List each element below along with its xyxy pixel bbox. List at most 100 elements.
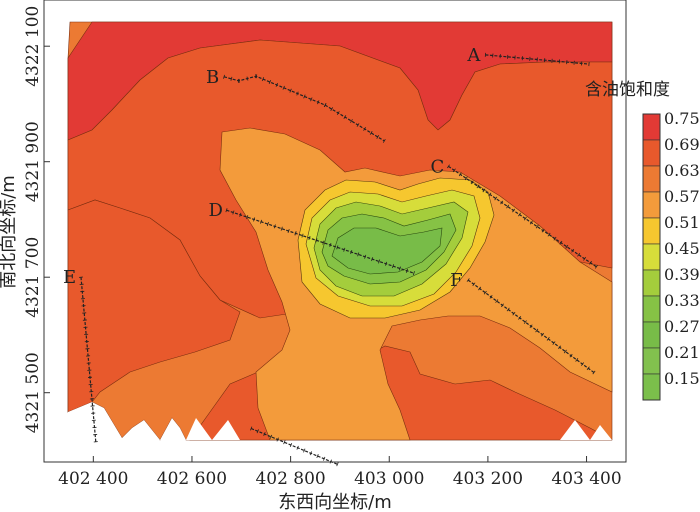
well-marker [569, 353, 573, 358]
x-tick-label: 402 400 [58, 469, 128, 489]
well-marker [269, 434, 273, 439]
x-axis-title: 东西向坐标/m [278, 492, 392, 512]
well-path-C [448, 165, 597, 268]
y-tick-label: 4321 500 [23, 352, 43, 433]
well-marker [470, 180, 474, 185]
well-marker [275, 82, 278, 87]
well-marker [581, 362, 585, 366]
well-marker [296, 445, 299, 450]
well-marker [466, 278, 470, 282]
well-marker [369, 131, 373, 135]
well-marker [405, 268, 408, 273]
well-marker [464, 176, 468, 181]
well-marker [289, 443, 293, 448]
well-marker [577, 252, 581, 257]
legend-label: 0.45 [664, 239, 700, 258]
well-marker [364, 254, 367, 259]
well-marker [343, 115, 347, 119]
well-marker [541, 228, 545, 233]
well-marker [289, 88, 292, 93]
well-marker [488, 192, 492, 197]
well-marker [523, 320, 527, 324]
well-label-D: D [208, 200, 222, 221]
well-marker [592, 370, 596, 375]
legend-swatch [642, 191, 661, 219]
well-marker [535, 224, 539, 229]
well-marker [239, 212, 242, 217]
legend-swatch [642, 373, 661, 401]
well-marker [506, 204, 510, 209]
well-marker [476, 184, 480, 189]
well-marker [310, 97, 313, 102]
legend-label: 0.51 [664, 213, 700, 232]
well-label-F: F [450, 270, 463, 291]
well-marker [232, 210, 235, 215]
well-marker [343, 247, 346, 252]
well-marker [565, 244, 569, 249]
x-tick-label: 402 600 [157, 469, 227, 489]
well-marker [529, 324, 533, 329]
well-marker [254, 74, 258, 79]
well-marker [276, 437, 279, 442]
well-marker [261, 77, 265, 82]
legend-label: 0.33 [664, 291, 700, 310]
legend-swatch [642, 165, 661, 193]
well-marker [223, 74, 225, 79]
well-marker [594, 264, 598, 269]
well-marker [398, 266, 402, 271]
well-marker [296, 91, 299, 96]
well-marker [350, 250, 353, 255]
well-path-unnamed [250, 427, 338, 465]
well-marker [350, 119, 353, 123]
well-marker [512, 311, 516, 316]
contour-fill [67, 21, 613, 441]
well-marker [446, 164, 450, 169]
well-marker [250, 426, 253, 431]
well-marker [546, 337, 550, 341]
legend-swatch [642, 347, 661, 375]
legend-frame [642, 113, 661, 401]
well-marker [329, 459, 332, 464]
well-marker [506, 307, 510, 312]
well-marker [263, 432, 266, 437]
legend-swatch [642, 113, 661, 141]
well-marker [376, 135, 380, 139]
well-marker [308, 235, 311, 241]
legend-label: 0.21 [664, 343, 700, 362]
well-marker [356, 123, 360, 127]
well-marker [303, 94, 306, 99]
well-label-A: A [466, 45, 481, 66]
well-marker [371, 257, 374, 262]
contour-region-027 [331, 227, 443, 275]
well-marker [575, 358, 579, 362]
legend-swatch [642, 269, 661, 297]
well-marker [246, 215, 249, 220]
legend-swatch [642, 321, 661, 349]
legend-swatch [642, 243, 661, 271]
well-marker [273, 224, 276, 229]
well-marker [336, 111, 340, 115]
well-marker [330, 107, 334, 112]
well-marker [225, 208, 228, 213]
well-marker [529, 220, 533, 225]
well-marker [329, 243, 332, 248]
x-tick-label: 403 200 [453, 469, 523, 489]
well-marker [357, 252, 360, 257]
well-marker [294, 231, 297, 236]
well-marker [495, 299, 499, 303]
well-marker [512, 208, 516, 213]
well-marker [323, 103, 327, 108]
bottom-cutout-right [186, 418, 240, 440]
well-marker [253, 217, 256, 222]
well-marker [378, 259, 381, 264]
legend-swatch [642, 217, 661, 245]
well-marker [458, 172, 462, 177]
legend-swatch [642, 139, 661, 167]
legend-label: 0.57 [664, 187, 700, 206]
well-marker [563, 349, 567, 354]
well-marker [482, 188, 486, 193]
well-marker [280, 226, 283, 231]
well-marker [483, 290, 487, 295]
legend-title: 含油饱和度 [585, 80, 670, 100]
